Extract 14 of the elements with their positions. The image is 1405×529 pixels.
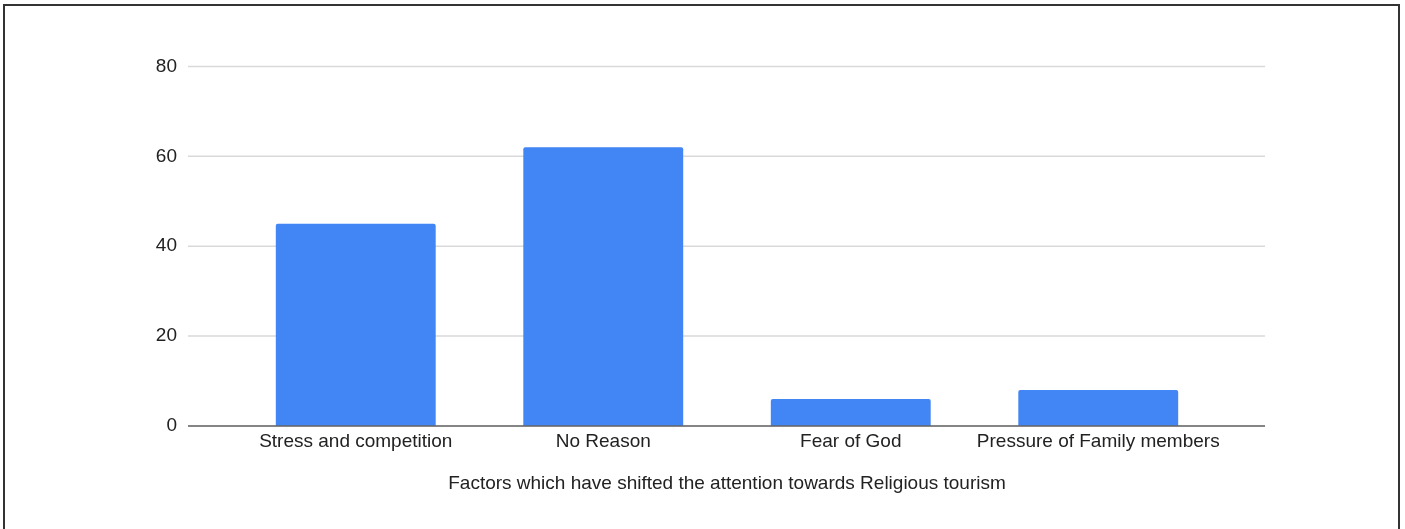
y-tick-label: 80 [155, 54, 177, 76]
bar [523, 147, 684, 426]
bar [770, 399, 931, 426]
x-tick-label: No Reason [555, 429, 651, 451]
y-tick-label: 40 [155, 234, 177, 256]
y-tick-label: 0 [166, 414, 177, 436]
x-axis-title: Factors which have shifted the attention towards Religious tourism [448, 471, 1006, 493]
x-tick-label: Stress and competition [259, 429, 453, 451]
y-tick-label: 60 [155, 144, 177, 166]
bar [275, 223, 436, 426]
y-tick-label: 20 [155, 324, 177, 346]
x-tick-label: Fear of God [800, 429, 902, 451]
bar [1018, 390, 1179, 426]
x-tick-label: Pressure of Family members [976, 429, 1220, 451]
